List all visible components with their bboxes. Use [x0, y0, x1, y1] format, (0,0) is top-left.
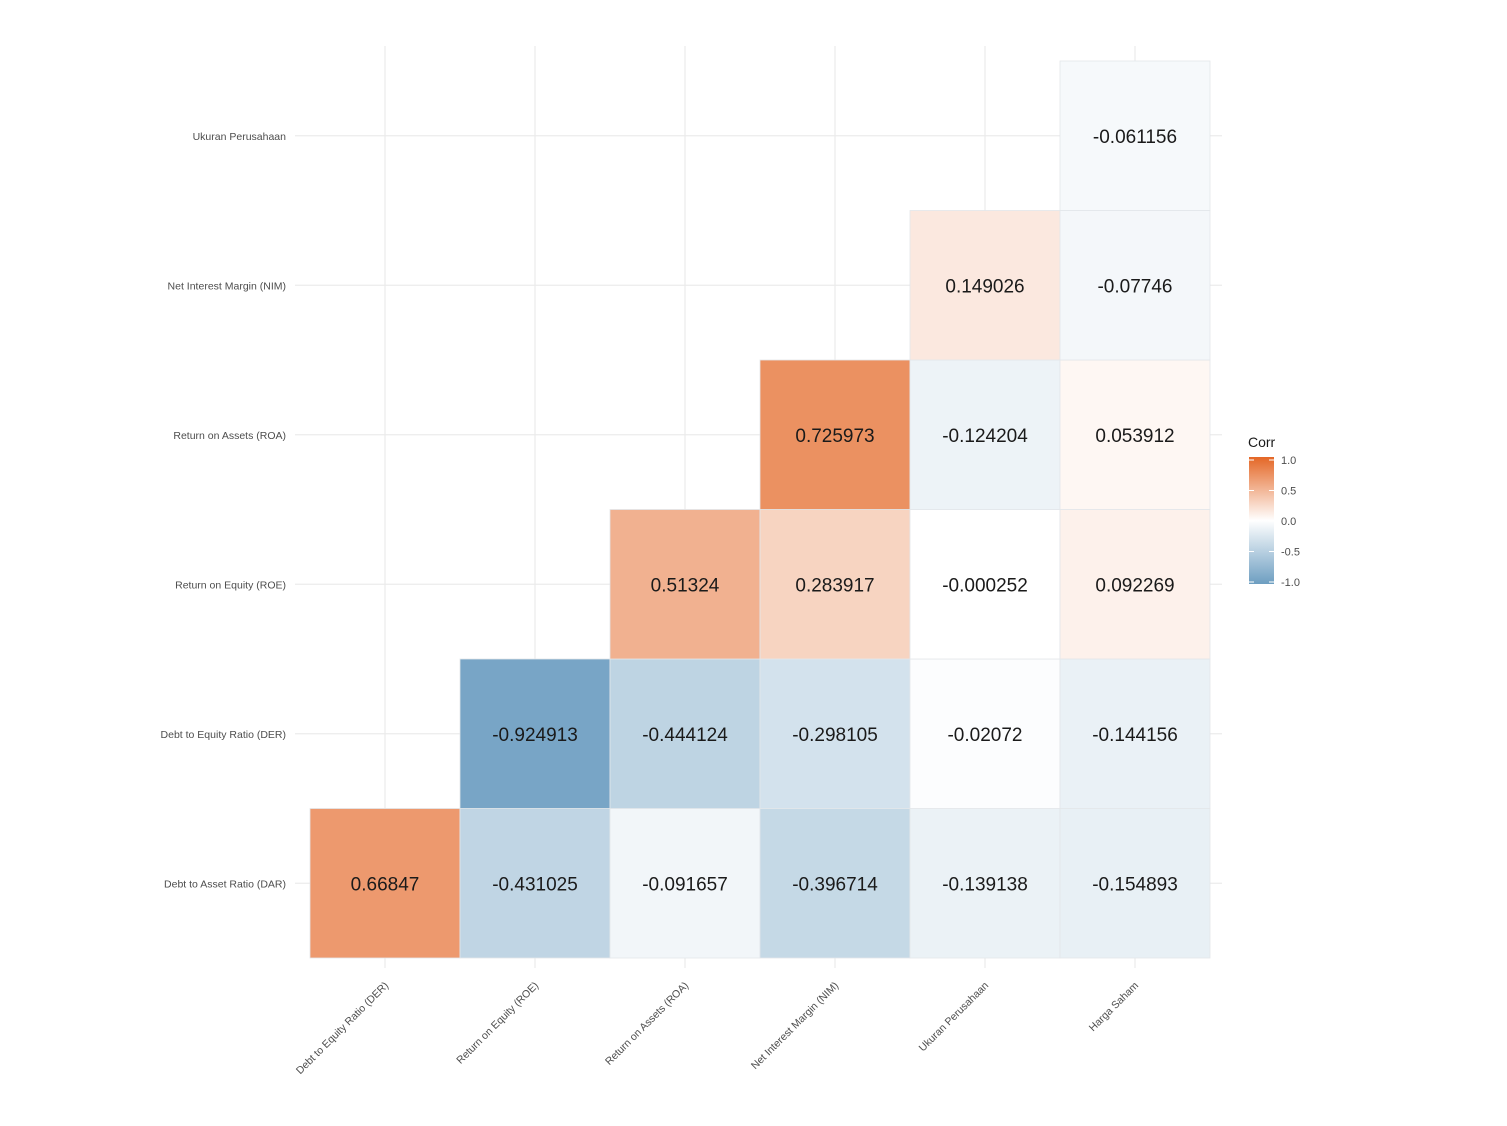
heatmap-cells — [309, 60, 1211, 959]
heatmap-cell — [1059, 210, 1211, 361]
y-tick-label: Return on Equity (ROE) — [175, 579, 286, 591]
heatmap-cell — [459, 808, 611, 959]
heatmap-cell — [1059, 359, 1211, 510]
cell-value-label: -0.924913 — [492, 725, 578, 746]
heatmap-cell — [909, 210, 1061, 361]
cell-labels: 0.66847 -0.431025 -0.091657 -0.396714 -0.139… — [351, 127, 1178, 896]
cell-value-label: -0.444124 — [642, 725, 728, 746]
y-tick-label: Net Interest Margin (NIM) — [168, 280, 286, 292]
x-axis: Debt to Equity Ratio (DER) Return on Equi… — [294, 979, 1141, 1076]
y-tick-label: Debt to Equity Ratio (DER) — [161, 729, 286, 741]
heatmap-cell — [909, 509, 1061, 660]
legend-tick-label: 0.5 — [1281, 486, 1296, 498]
heatmap-cell — [1059, 60, 1211, 211]
cell-value-label: -0.061156 — [1093, 127, 1177, 148]
y-tick-label: Return on Assets (ROA) — [173, 430, 286, 442]
cell-value-label: 0.66847 — [351, 874, 420, 895]
cell-value-label: -0.139138 — [942, 874, 1028, 895]
y-axis: Debt to Asset Ratio (DAR) Debt to Equity … — [161, 131, 287, 891]
cell-value-label: 0.053912 — [1095, 426, 1174, 447]
x-tick-label: Debt to Equity Ratio (DER) — [294, 980, 391, 1077]
heatmap-cell — [459, 658, 611, 809]
x-tick-label: Ukuran Perusahaan — [917, 980, 992, 1055]
heatmap-cell — [909, 359, 1061, 510]
heatmap-cell — [609, 658, 761, 809]
heatmap-cell — [1059, 808, 1211, 959]
legend: Corr 1.0 0.5 0.0 -0.5 -1.0 — [1248, 434, 1300, 589]
x-tick-label: Return on Equity (ROE) — [454, 980, 541, 1067]
x-tick-label: Harga Saham — [1087, 979, 1141, 1033]
cell-value-label: -0.431025 — [492, 874, 578, 895]
cell-value-label: 0.725973 — [795, 426, 874, 447]
cell-value-label: 0.51324 — [651, 575, 720, 596]
cell-value-label: -0.091657 — [642, 874, 728, 895]
heatmap-cell — [909, 808, 1061, 959]
cell-value-label: -0.124204 — [942, 426, 1028, 447]
heatmap-cell — [1059, 509, 1211, 660]
x-tick-label: Net Interest Margin (NIM) — [749, 980, 841, 1072]
y-tick-label: Debt to Asset Ratio (DAR) — [164, 878, 286, 890]
heatmap-cell — [309, 808, 461, 959]
cell-value-label: -0.396714 — [792, 874, 878, 895]
heatmap-cell — [909, 658, 1061, 809]
heatmap-cell — [759, 509, 911, 660]
cell-value-label: -0.07746 — [1097, 276, 1172, 297]
cell-value-label: 0.149026 — [945, 276, 1024, 297]
cell-value-label: 0.092269 — [1095, 575, 1174, 596]
cell-value-label: -0.298105 — [792, 725, 878, 746]
cell-value-label: -0.144156 — [1092, 725, 1178, 746]
cell-value-label: 0.283917 — [795, 575, 874, 596]
heatmap-cell — [1059, 658, 1211, 809]
legend-title: Corr — [1248, 434, 1276, 450]
cell-value-label: -0.02072 — [947, 725, 1022, 746]
cell-value-label: -0.154893 — [1092, 874, 1178, 895]
legend-tick-label: 1.0 — [1281, 455, 1296, 467]
legend-tick-label: -0.5 — [1281, 547, 1300, 559]
heatmap-cell — [609, 509, 761, 660]
heatmap-cell — [759, 359, 911, 510]
legend-tick-label: 0.0 — [1281, 516, 1296, 528]
legend-tick-label: -1.0 — [1281, 577, 1300, 589]
cell-value-label: -0.000252 — [942, 575, 1028, 596]
y-tick-label: Ukuran Perusahaan — [193, 131, 287, 143]
x-tick-label: Return on Assets (ROA) — [603, 980, 691, 1068]
